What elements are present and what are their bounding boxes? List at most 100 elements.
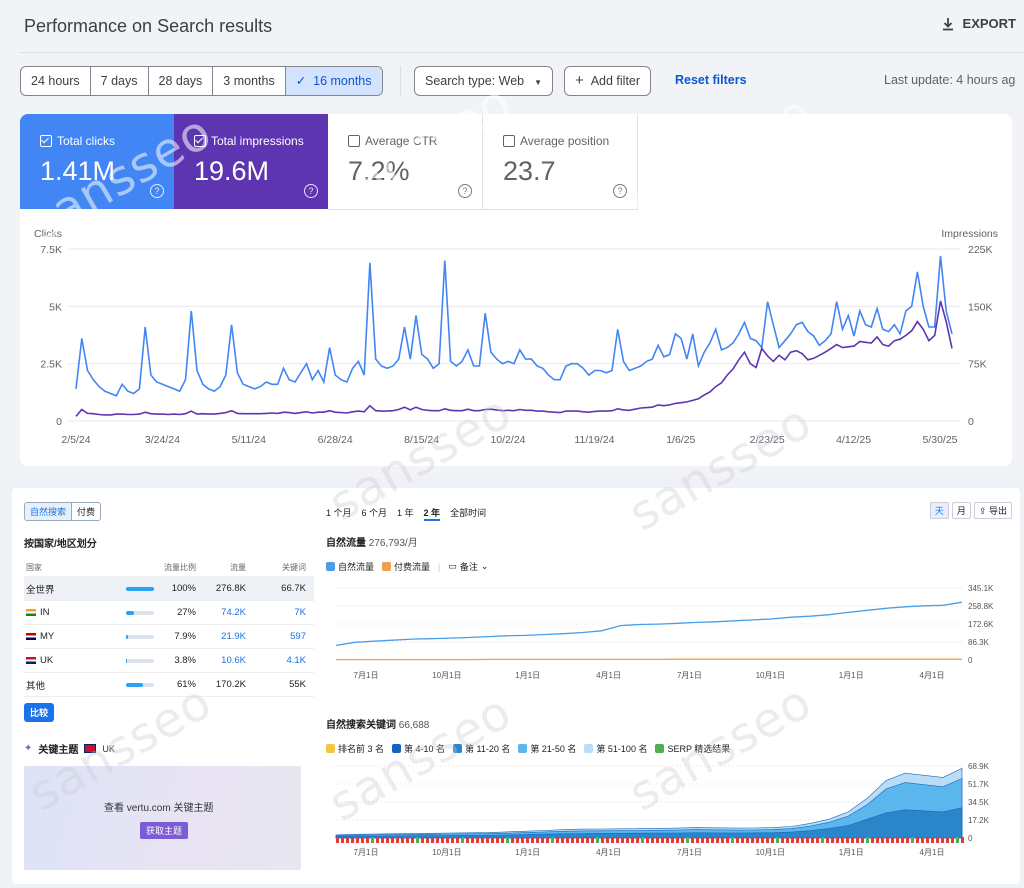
range-24-hours[interactable]: 24 hours xyxy=(21,67,91,95)
x-tick-label: 11/19/24 xyxy=(574,434,614,446)
serp-marker xyxy=(646,837,649,843)
traffic-value[interactable]: 10.6K xyxy=(221,655,246,666)
serp-marker xyxy=(411,837,414,843)
tab-2-years[interactable]: 2 年 xyxy=(423,506,441,521)
serp-marker xyxy=(641,837,644,843)
metric-average-position[interactable]: Average position 23.7 ? xyxy=(483,114,638,210)
legend-item[interactable]: SERP 精选结果 xyxy=(655,742,730,755)
tab-paid[interactable]: 付费 xyxy=(77,507,96,517)
serp-marker xyxy=(696,837,699,843)
tab-all-time[interactable]: 全部时间 xyxy=(450,508,487,518)
country-table: 国家 流量比例 流量 关键词 全世界 100% 276.8K 66.7K IN 27% 74… xyxy=(24,558,314,697)
serp-marker xyxy=(686,837,689,843)
legend-item[interactable]: 第 51-100 名 xyxy=(584,742,647,755)
tab-organic[interactable]: 自然搜索 xyxy=(25,503,73,520)
share-bar xyxy=(126,658,154,663)
metric-total-clicks[interactable]: Total clicks 1.41M ? xyxy=(20,114,174,209)
traffic-value[interactable]: 74.2K xyxy=(221,607,246,618)
y-tick-label: 68.9K xyxy=(968,762,990,771)
tab-6-months[interactable]: 6 个月 xyxy=(361,508,388,518)
serp-marker xyxy=(511,837,514,843)
add-filter-button[interactable]: + Add filter xyxy=(564,66,652,96)
legend-item[interactable]: 第 4-10 名 xyxy=(392,742,445,755)
organic-keywords-chart[interactable]: 68.9K 51.7K 34.5K 17.2K 0 7月1日 10月1日 1月1日 4月1日 7月… xyxy=(322,760,1002,872)
export-button[interactable]: EXPORT xyxy=(941,16,1016,31)
legend-item[interactable]: 排名前 3 名 xyxy=(326,742,384,755)
tab-1-month[interactable]: 1 个月 xyxy=(326,508,352,518)
table-row[interactable]: MY 7.9% 21.9K 597 xyxy=(24,625,314,649)
performance-chart[interactable]: Clicks Impressions 7.5K 225K 5K 150K 2.5K 75K 0 0… xyxy=(20,209,1012,466)
keywords-value: 66.7K xyxy=(281,583,306,594)
serp-marker xyxy=(936,837,939,843)
range-28-days[interactable]: 28 days xyxy=(149,67,214,95)
metric-total-impressions[interactable]: Total impressions 19.6M ? xyxy=(174,114,328,209)
serp-marker xyxy=(486,837,489,843)
range-7-days[interactable]: 7 days xyxy=(91,67,149,95)
export-icon: ⇪ xyxy=(978,506,987,516)
serp-marker xyxy=(736,837,739,843)
notes-dropdown[interactable]: ▭ 备注 ⌄ xyxy=(448,561,489,572)
serp-marker xyxy=(546,837,549,843)
export-chart-button[interactable]: ⇪ 导出 xyxy=(973,502,1012,519)
checkbox-icon[interactable] xyxy=(194,135,206,147)
y-tick-label: 5K xyxy=(49,301,62,313)
serp-marker xyxy=(541,837,544,843)
traffic-value[interactable]: 21.9K xyxy=(221,631,246,642)
day-button[interactable]: 天 xyxy=(929,502,949,519)
reset-filters-link[interactable]: Reset filters xyxy=(675,73,747,87)
x-tick-label: 1月1日 xyxy=(515,671,540,680)
legend-organic[interactable]: 自然流量 xyxy=(326,560,374,573)
x-tick-label: 4/12/25 xyxy=(836,434,871,446)
checkbox-icon[interactable] xyxy=(503,135,515,147)
metric-average-ctr[interactable]: Average CTR 7.2% ? xyxy=(328,114,483,210)
table-row[interactable]: 全世界 100% 276.8K 66.7K xyxy=(24,577,314,601)
keywords-title-row: 自然搜索关键词 66,688 xyxy=(326,720,430,731)
serp-marker xyxy=(551,837,554,843)
serp-marker xyxy=(756,837,759,843)
help-icon[interactable]: ? xyxy=(304,184,318,198)
help-icon[interactable]: ? xyxy=(613,184,627,198)
table-row[interactable]: UK 3.8% 10.6K 4.1K xyxy=(24,649,314,673)
table-row[interactable]: 其他 61% 170.2K 55K xyxy=(24,673,314,697)
serp-marker xyxy=(861,837,864,843)
serp-marker xyxy=(941,837,944,843)
range-16-months[interactable]: ✓ 16 months xyxy=(285,67,382,95)
serp-marker xyxy=(961,837,964,843)
y-tick-label: 51.7K xyxy=(968,780,990,789)
serp-marker xyxy=(371,837,374,843)
table-row[interactable]: IN 27% 74.2K 7K xyxy=(24,601,314,625)
help-icon[interactable]: ? xyxy=(458,184,472,198)
range-3-months[interactable]: 3 months xyxy=(213,67,286,95)
country-name: MY xyxy=(24,631,126,642)
help-icon[interactable]: ? xyxy=(150,184,164,198)
keywords-value[interactable]: 4.1K xyxy=(286,655,306,666)
month-button[interactable]: 月 xyxy=(951,502,971,519)
checkbox-icon[interactable] xyxy=(348,135,360,147)
keywords-value[interactable]: 597 xyxy=(290,631,306,642)
keywords-value[interactable]: 7K xyxy=(294,607,306,618)
organic-traffic-chart[interactable]: 345.1K 258.8K 172.6K 86.3K 0 7月1日 10月1日 1月1日 4月1… xyxy=(322,580,1002,690)
serp-marker xyxy=(906,837,909,843)
serp-marker xyxy=(731,837,734,843)
legend-item[interactable]: 第 11-20 名 xyxy=(453,742,510,755)
legend-item[interactable]: 第 21-50 名 xyxy=(518,742,576,755)
country-section-title: 按国家/地区划分 xyxy=(24,539,97,550)
compare-button[interactable]: 比较 xyxy=(24,703,55,722)
serp-marker xyxy=(766,837,769,843)
search-type-dropdown[interactable]: Search type: Web ▼ xyxy=(414,66,554,96)
serp-marker xyxy=(681,837,684,843)
serp-marker xyxy=(811,837,814,843)
get-topics-button[interactable]: 获取主题 xyxy=(140,822,189,839)
checkbox-icon[interactable] xyxy=(40,135,52,147)
serp-marker xyxy=(601,837,604,843)
x-tick-label: 10/2/24 xyxy=(490,434,525,446)
serp-marker xyxy=(841,837,844,843)
sparkle-icon: ✦ xyxy=(24,743,33,754)
tab-1-year[interactable]: 1 年 xyxy=(397,508,414,518)
serp-marker xyxy=(741,837,744,843)
legend-paid[interactable]: 付费流量 xyxy=(382,560,430,573)
serp-marker xyxy=(951,837,954,843)
serp-marker xyxy=(796,837,799,843)
serp-marker xyxy=(856,837,859,843)
serp-marker xyxy=(461,837,464,843)
